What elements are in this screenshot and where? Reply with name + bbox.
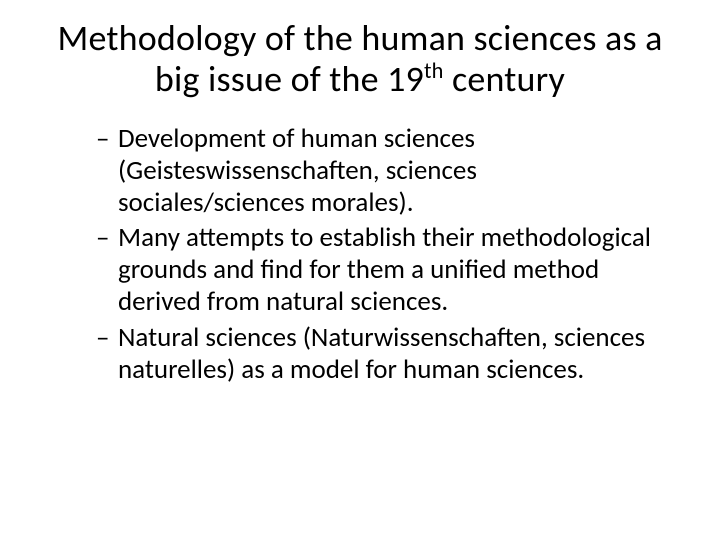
list-item: – Many attempts to establish their metho…	[96, 222, 660, 318]
list-item: – Natural sciences (Naturwissenschaften,…	[96, 322, 660, 386]
bullet-text: Natural sciences (Naturwissenschaften, s…	[118, 321, 645, 386]
slide: Methodology of the human sciences as a b…	[0, 0, 720, 540]
slide-title: Methodology of the human sciences as a b…	[40, 18, 680, 101]
title-superscript: th	[424, 57, 444, 84]
title-post: century	[444, 57, 565, 101]
slide-body: – Development of human sciences (Geistes…	[40, 123, 680, 386]
list-item: – Development of human sciences (Geistes…	[96, 123, 660, 219]
bullet-dash-icon: –	[96, 322, 109, 354]
title-pre: Methodology of the human sciences as a b…	[57, 16, 662, 101]
bullet-text: Development of human sciences (Geisteswi…	[118, 122, 477, 219]
bullet-text: Many attempts to establish their methodo…	[118, 221, 651, 318]
bullet-dash-icon: –	[96, 222, 109, 254]
bullet-dash-icon: –	[96, 123, 109, 155]
